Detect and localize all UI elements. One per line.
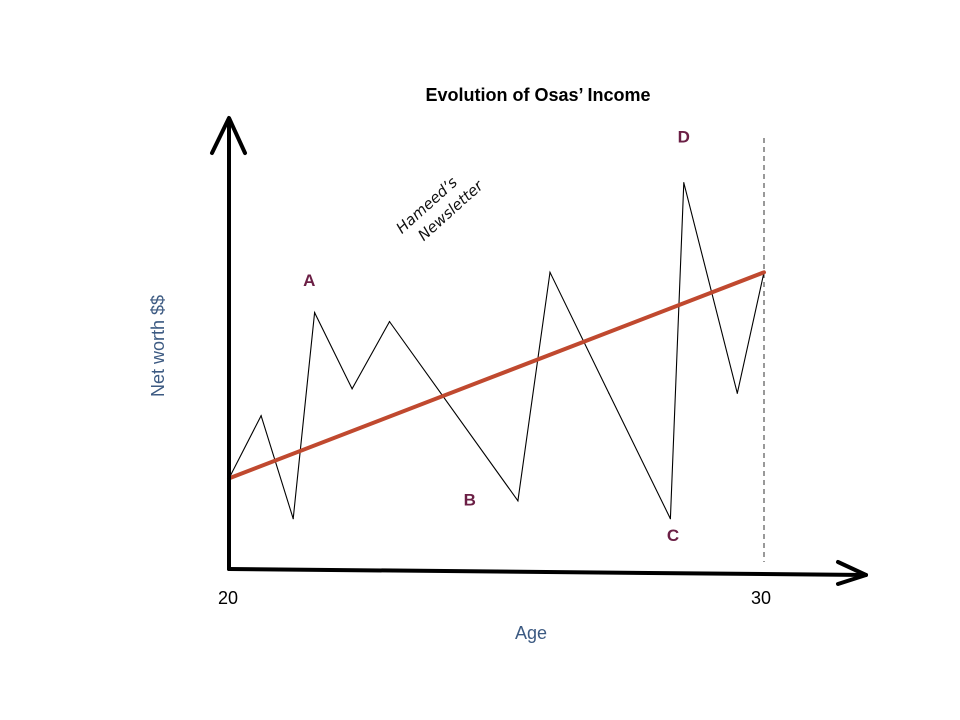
annotation-b: B [464, 490, 476, 509]
series-point [292, 518, 294, 520]
series-point [351, 388, 353, 390]
series-point [517, 500, 519, 502]
series-points [228, 182, 765, 520]
trend-line [227, 270, 766, 481]
series-point [683, 182, 685, 184]
y-axis-label: Net worth $$ [148, 295, 168, 397]
x-tick-label-30: 30 [751, 588, 771, 608]
series-point [669, 518, 672, 520]
x-axis [227, 567, 868, 577]
series-line [228, 182, 765, 519]
series-point [736, 392, 738, 394]
series-point [549, 271, 551, 273]
series-point [314, 312, 316, 314]
x-tick-label-20: 20 [218, 588, 238, 608]
annotation-d: D [678, 127, 690, 146]
annotation-a: A [303, 271, 315, 290]
axes [210, 116, 868, 586]
watermark: Hameed’s Newsletter [393, 173, 488, 244]
annotation-c: C [667, 526, 679, 545]
series-point [260, 415, 262, 417]
series-point [388, 321, 391, 323]
series-point [608, 392, 610, 394]
x-axis-label: Age [515, 623, 547, 643]
annotations: A B C D [303, 127, 690, 545]
chart-title: Evolution of Osas’ Income [425, 85, 650, 105]
y-axis-arrowhead [210, 116, 247, 155]
x-axis-arrowhead [836, 560, 868, 586]
